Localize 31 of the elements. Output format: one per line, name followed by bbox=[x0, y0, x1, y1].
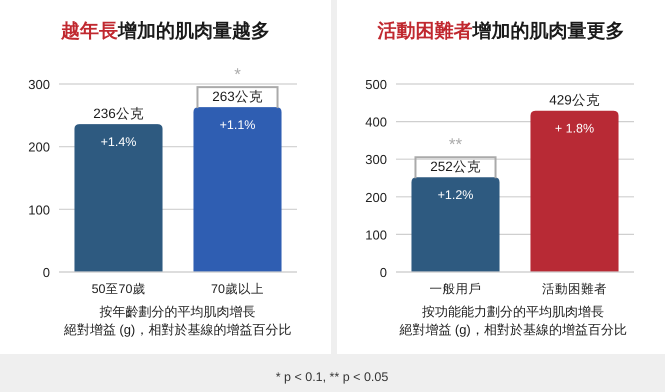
chart-title: 活動困難者增加的肌肉量更多 bbox=[376, 20, 624, 42]
annotation: +1.4% bbox=[100, 135, 136, 150]
data-label: 252公克 bbox=[430, 159, 481, 174]
annotation: * bbox=[234, 65, 242, 84]
annotation: +1.2% bbox=[438, 188, 474, 202]
x-tick-label: 一般用戶 bbox=[430, 282, 482, 296]
data-label: 429公克 bbox=[549, 92, 600, 108]
x-tick-label: 70歲以上 bbox=[211, 282, 264, 296]
y-tick-label: 200 bbox=[365, 190, 387, 205]
annotation: + 1.8% bbox=[554, 122, 594, 136]
y-tick-label: 300 bbox=[365, 152, 387, 168]
y-tick-label: 0 bbox=[42, 265, 50, 280]
y-tick-label: 400 bbox=[365, 114, 387, 130]
text: * p < 0.1, ** p < 0.05 bbox=[276, 370, 388, 384]
annotation: +1.1% bbox=[220, 118, 256, 132]
x-tick-label: 50至70歲 bbox=[92, 282, 146, 296]
chart-title: 越年長增加的肌肉量越多 bbox=[60, 20, 270, 42]
text: 絕對增益 (g)，相對於基線的增益百分比 bbox=[64, 322, 292, 337]
y-tick-label: 100 bbox=[365, 227, 387, 242]
y-tick-label: 100 bbox=[28, 202, 50, 218]
y-tick-label: 300 bbox=[28, 77, 50, 92]
annotation: ** bbox=[448, 135, 462, 154]
y-tick-label: 0 bbox=[380, 265, 387, 280]
text: 絕對增益 (g)，相對於基線的增益百分比 bbox=[399, 322, 627, 337]
text: 按功能能力劃分的平均肌肉增長 bbox=[422, 304, 604, 319]
y-tick-label: 200 bbox=[28, 140, 50, 155]
text: 按年齡劃分的平均肌肉增長 bbox=[100, 304, 256, 319]
y-tick-label: 500 bbox=[365, 77, 387, 92]
data-label: 263公克 bbox=[212, 89, 263, 104]
data-label: 236公克 bbox=[93, 106, 144, 122]
x-tick-label: 活動困難者 bbox=[542, 282, 607, 296]
